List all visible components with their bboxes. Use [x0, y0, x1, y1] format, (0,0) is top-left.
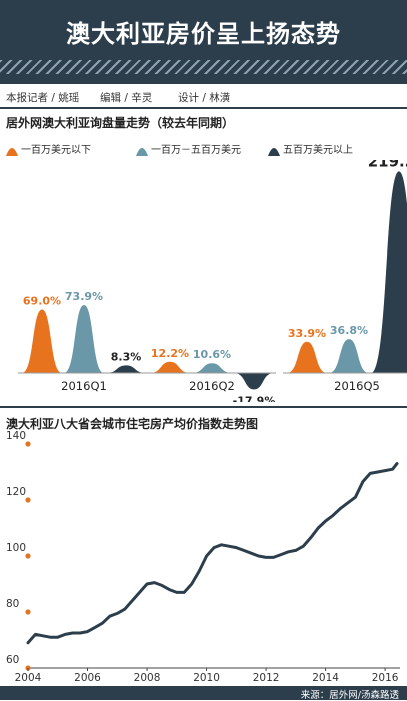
- legend-item-over-5m: 五百万美元以上: [268, 141, 353, 156]
- bar-hump-2016Q2-s2: [234, 373, 274, 390]
- data-label: 219.2%: [368, 160, 407, 170]
- y-tick-label: 120: [6, 486, 26, 498]
- divider: [0, 406, 407, 408]
- x-tick-label: 2014: [312, 672, 339, 684]
- banner-stripe: [0, 60, 407, 74]
- data-label: 33.9%: [288, 327, 326, 340]
- y-tick-dot: [25, 441, 31, 447]
- category-label: 2016Q5: [334, 379, 380, 393]
- bar-chart-legend: 一百万美元以下 一百万－五百万美元 五百万美元以上: [6, 141, 406, 157]
- x-tick-label: 2004: [15, 672, 42, 684]
- source-text: 来源：居外网/汤森路透: [300, 690, 399, 701]
- legend-label: 一百万美元以下: [21, 145, 91, 156]
- legend-swatch-orange: [6, 147, 18, 156]
- price-index-line: [26, 462, 399, 645]
- legend-swatch-teal: [136, 147, 148, 156]
- x-tick-label: 2010: [193, 672, 220, 684]
- data-label: -17.9%: [233, 394, 276, 402]
- x-tick-label: 2008: [134, 672, 161, 684]
- editor-credit: 编辑 / 辛灵: [100, 92, 153, 104]
- reporter-credit: 本报记者 / 姚瑶: [6, 92, 80, 104]
- category-label: 2016Q2: [189, 379, 235, 393]
- data-label: 69.0%: [23, 295, 61, 308]
- page-title: 澳大利亚房价呈上扬态势: [66, 20, 341, 48]
- y-tick-label: 60: [6, 654, 19, 666]
- data-label: 73.9%: [65, 290, 103, 303]
- credits: 本报记者 / 姚瑶 编辑 / 辛灵 设计 / 林潢: [6, 90, 406, 106]
- line-chart: 60 80 100 120 140 2004 2006 2008 2010 2012 2014 201…: [6, 430, 400, 684]
- design-credit: 设计 / 林潢: [178, 92, 231, 104]
- bar-hump-2016Q1-s1: [64, 305, 104, 373]
- y-tick-label: 100: [6, 542, 26, 554]
- data-label: 10.6%: [193, 348, 231, 361]
- line-chart-title: 澳大利亚八大省会城市住宅房产均价指数走势图: [6, 417, 259, 431]
- x-tick-label: 2016: [372, 672, 399, 684]
- source-bar: 来源：居外网/汤森路透: [0, 686, 407, 701]
- bar-hump-2016Q2-s0: [150, 361, 190, 373]
- y-tick-label: 80: [6, 598, 19, 610]
- y-tick-dot: [25, 609, 31, 615]
- y-tick-label: 140: [6, 430, 26, 442]
- data-label: 12.2%: [151, 347, 189, 360]
- category-label: 2016Q1: [61, 379, 107, 393]
- bar-hump-2016Q1-s2: [106, 365, 146, 373]
- divider: [0, 107, 407, 109]
- bar-hump-2016Q5-s2: [371, 171, 407, 373]
- bar-chart-title: 居外网澳大利亚询盘量走势（较去年同期）: [6, 116, 235, 130]
- bar-hump-2016Q5-s1: [329, 339, 369, 373]
- legend-label: 五百万美元以上: [283, 145, 353, 156]
- header-banner: 澳大利亚房价呈上扬态势: [0, 0, 407, 84]
- y-tick-dot: [25, 497, 31, 503]
- bar-hump-2016Q2-s1: [192, 363, 232, 373]
- y-tick-dot: [25, 553, 31, 559]
- legend-item-under-1m: 一百万美元以下: [6, 141, 91, 156]
- bar-hump-2016Q5-s0: [287, 341, 327, 373]
- data-label: 36.8%: [330, 324, 368, 337]
- legend-swatch-dark: [268, 147, 280, 156]
- bar-hump-2016Q1-s0: [22, 309, 62, 373]
- legend-label: 一百万－五百万美元: [151, 145, 241, 156]
- x-tick-label: 2012: [253, 672, 280, 684]
- x-tick-label: 2006: [74, 672, 101, 684]
- data-label: 8.3%: [111, 350, 142, 363]
- legend-item-1m-5m: 一百万－五百万美元: [136, 141, 241, 156]
